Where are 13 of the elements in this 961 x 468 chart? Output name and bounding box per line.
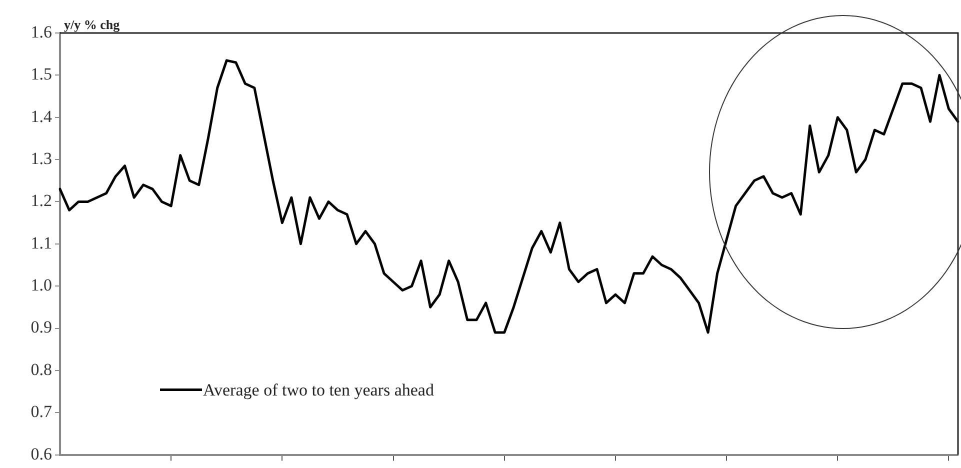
y-axis-title: y/y % chg <box>64 16 120 32</box>
y-tick-label: 1.5 <box>30 64 52 84</box>
y-tick-label: 1.3 <box>30 149 52 168</box>
y-tick-label: 1.1 <box>30 233 52 252</box>
y-tick-label: 1.0 <box>30 276 52 295</box>
y-tick-label: 1.2 <box>30 191 52 210</box>
y-tick-label: 0.9 <box>30 318 52 337</box>
legend-label: Average of two to ten years ahead <box>203 380 434 400</box>
y-tick-label: 0.8 <box>30 360 52 379</box>
y-tick-label: 1.6 <box>30 22 52 42</box>
y-tick-label: 1.4 <box>30 106 52 126</box>
y-tick-label: 0.6 <box>30 444 52 464</box>
y-tick-label: 0.7 <box>30 402 52 422</box>
